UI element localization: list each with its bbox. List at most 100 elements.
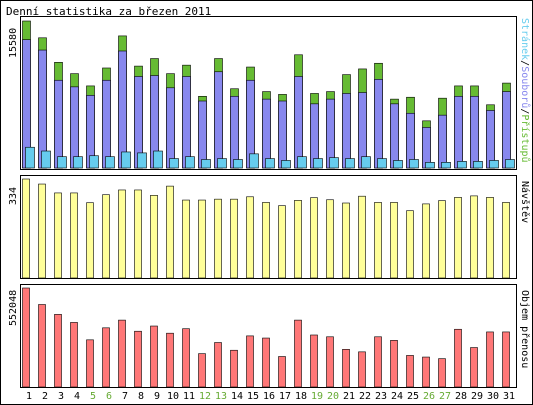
bar-traffic-day-14 — [230, 349, 238, 388]
x-label-day-12: 12 — [199, 391, 211, 402]
x-label-day-17: 17 — [279, 391, 291, 402]
bar-files-day-24 — [390, 103, 399, 169]
bar-pages-day-21 — [345, 158, 355, 169]
legend-separator: / — [519, 108, 530, 114]
bar-pages-day-5 — [89, 155, 99, 169]
y-max-label-hits: 15580 — [8, 28, 19, 58]
bar-files-day-30 — [486, 110, 495, 169]
bar-visits-day-22 — [358, 195, 366, 279]
bar-visits-day-3 — [54, 192, 62, 279]
bar-visits-day-2 — [38, 183, 46, 279]
bar-traffic-day-1 — [22, 287, 30, 388]
bar-visits-day-13 — [214, 198, 222, 279]
x-label-day-29: 29 — [471, 391, 483, 402]
bar-files-day-2 — [38, 49, 47, 169]
x-label-day-19: 19 — [311, 391, 323, 402]
bar-traffic-day-12 — [198, 353, 206, 388]
bar-visits-day-8 — [134, 189, 142, 279]
bar-traffic-day-10 — [166, 332, 174, 388]
bar-traffic-day-11 — [182, 328, 190, 388]
bar-pages-day-23 — [377, 158, 387, 169]
legend-visits: Návštěv — [519, 181, 531, 223]
x-label-day-11: 11 — [183, 391, 195, 402]
x-label-day-20: 20 — [327, 391, 339, 402]
bar-traffic-day-16 — [262, 337, 270, 388]
bar-visits-day-23 — [374, 202, 382, 279]
bar-traffic-day-25 — [406, 355, 414, 388]
bar-files-day-6 — [102, 79, 111, 169]
bar-traffic-day-31 — [502, 331, 510, 388]
panel-frame-visits — [20, 175, 517, 279]
bar-pages-day-10 — [169, 158, 179, 169]
x-label-day-25: 25 — [407, 391, 419, 402]
bar-pages-day-19 — [313, 158, 323, 169]
bar-visits-day-14 — [230, 198, 238, 279]
bar-pages-day-28 — [457, 161, 467, 169]
x-label-day-27: 27 — [439, 391, 451, 402]
bar-visits-day-21 — [342, 202, 350, 279]
x-label-day-30: 30 — [487, 391, 499, 402]
x-label-day-23: 23 — [375, 391, 387, 402]
bar-traffic-day-26 — [422, 356, 430, 388]
bar-files-day-28 — [454, 95, 463, 169]
bar-files-day-13 — [214, 71, 223, 169]
bar-pages-day-17 — [281, 160, 291, 169]
bar-visits-day-4 — [70, 192, 78, 279]
bar-visits-day-11 — [182, 199, 190, 279]
bar-pages-day-16 — [265, 158, 275, 169]
x-label-day-1: 1 — [26, 391, 32, 402]
bar-files-day-23 — [374, 79, 383, 169]
bar-traffic-day-21 — [342, 349, 350, 388]
bar-visits-day-20 — [326, 199, 334, 279]
bar-visits-day-18 — [294, 200, 302, 279]
bar-pages-day-14 — [233, 159, 243, 169]
x-label-day-8: 8 — [138, 391, 144, 402]
x-label-day-3: 3 — [58, 391, 64, 402]
bar-traffic-day-27 — [438, 358, 446, 388]
bar-pages-day-29 — [473, 161, 483, 169]
bar-traffic-day-24 — [390, 340, 398, 388]
bar-files-day-11 — [182, 76, 191, 169]
bar-traffic-day-15 — [246, 335, 254, 388]
legend-traffic: Objem přenosu — [519, 290, 531, 368]
x-label-day-15: 15 — [247, 391, 259, 402]
bar-files-day-16 — [262, 98, 271, 169]
bar-files-day-18 — [294, 76, 303, 169]
bar-traffic-day-9 — [150, 325, 158, 388]
x-label-day-10: 10 — [167, 391, 179, 402]
x-label-day-22: 22 — [359, 391, 371, 402]
bar-visits-day-28 — [454, 197, 462, 279]
bar-traffic-day-8 — [134, 330, 142, 388]
bar-pages-day-6 — [105, 156, 115, 169]
bar-pages-day-1 — [25, 146, 35, 169]
bar-pages-day-11 — [185, 156, 195, 169]
y-max-label-visits: 334 — [8, 187, 19, 205]
bar-pages-day-25 — [409, 159, 419, 169]
bar-traffic-day-23 — [374, 336, 382, 388]
bar-files-day-7 — [118, 50, 127, 169]
bar-visits-day-19 — [310, 197, 318, 279]
x-label-day-14: 14 — [231, 391, 243, 402]
x-label-day-31: 31 — [503, 391, 515, 402]
traffic-bars — [22, 287, 510, 388]
bar-traffic-day-19 — [310, 334, 318, 388]
bar-traffic-day-7 — [118, 319, 126, 388]
bar-traffic-day-5 — [86, 339, 94, 388]
x-label-day-6: 6 — [106, 391, 112, 402]
legend-separator: / — [519, 60, 530, 66]
panel-frame-traffic — [20, 284, 517, 388]
bar-pages-day-8 — [137, 152, 147, 169]
bar-traffic-day-18 — [294, 319, 302, 388]
legend-item-1: Stránek — [519, 18, 531, 60]
y-max-label-traffic: 552048 — [8, 290, 19, 326]
bar-visits-day-26 — [422, 203, 430, 279]
bar-visits-day-27 — [438, 200, 446, 279]
bar-visits-day-16 — [262, 202, 270, 279]
bar-files-day-10 — [166, 87, 175, 169]
legend-item-2: Souborů — [519, 66, 531, 108]
bar-files-day-29 — [470, 95, 479, 169]
bar-traffic-day-13 — [214, 342, 222, 388]
bar-pages-day-22 — [361, 156, 371, 169]
bar-traffic-day-3 — [54, 314, 62, 388]
